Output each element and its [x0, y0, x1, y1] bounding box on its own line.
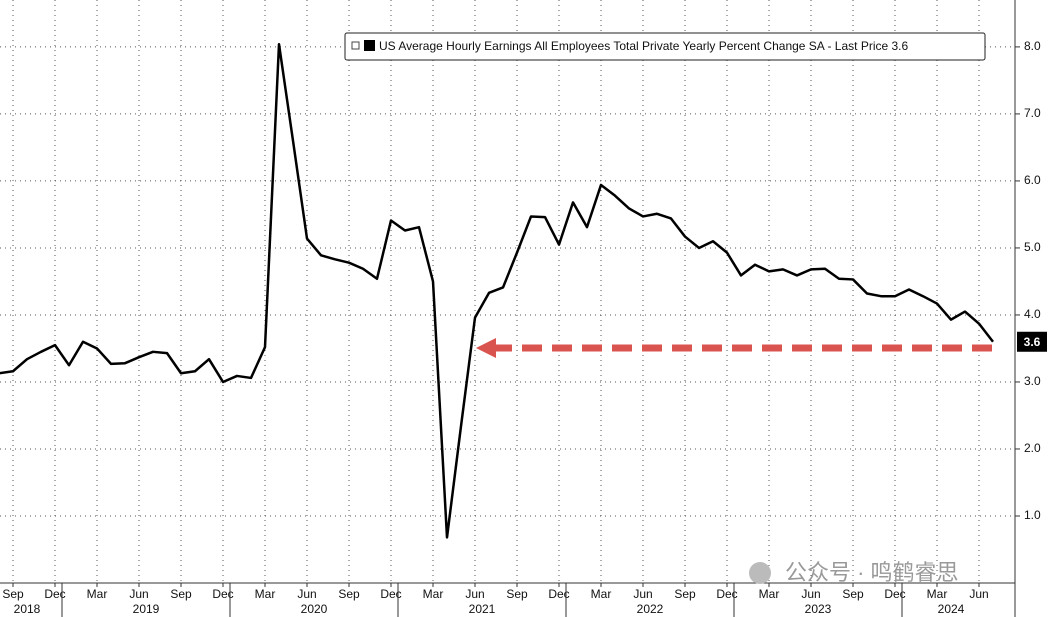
x-tick-label: Mar — [423, 587, 444, 601]
x-year-label: 2018 — [14, 602, 41, 616]
x-year-label: 2024 — [938, 602, 965, 616]
x-year-label: 2019 — [133, 602, 160, 616]
x-tick-label: Dec — [44, 587, 65, 601]
watermark: 公众号 · 鸣鹤睿思 — [749, 560, 959, 585]
y-tick-label: 5.0 — [1024, 240, 1041, 254]
y-tick-label: 7.0 — [1024, 106, 1041, 120]
x-tick-label: Jun — [633, 587, 652, 601]
x-tick-label: Dec — [716, 587, 737, 601]
x-tick-label: Sep — [506, 587, 528, 601]
x-tick-label: Mar — [759, 587, 780, 601]
x-tick-label: Mar — [255, 587, 276, 601]
y-tick-label: 2.0 — [1024, 441, 1041, 455]
x-tick-label: Sep — [170, 587, 192, 601]
x-tick-label: Mar — [591, 587, 612, 601]
x-tick-label: Mar — [927, 587, 948, 601]
annotation-arrow — [476, 338, 992, 358]
x-tick-label: Dec — [380, 587, 401, 601]
x-tick-label: Jun — [465, 587, 484, 601]
x-year-label: 2021 — [469, 602, 496, 616]
watermark-text: 公众号 · 鸣鹤睿思 — [785, 560, 959, 585]
x-tick-label: Sep — [2, 587, 24, 601]
x-tick-label: Dec — [212, 587, 233, 601]
x-tick-label: Sep — [674, 587, 696, 601]
x-tick-label: Jun — [297, 587, 316, 601]
x-tick-label: Dec — [548, 587, 569, 601]
x-year-label: 2022 — [637, 602, 664, 616]
y-tick-label: 6.0 — [1024, 173, 1041, 187]
x-tick-label: Sep — [842, 587, 864, 601]
x-tick-label: Jun — [969, 587, 988, 601]
y-tick-label: 4.0 — [1024, 307, 1041, 321]
y-tick-label: 3.0 — [1024, 374, 1041, 388]
x-tick-label: Jun — [801, 587, 820, 601]
last-price-label: 3.6 — [1024, 335, 1041, 349]
x-year-label: 2023 — [805, 602, 832, 616]
legend: US Average Hourly Earnings All Employees… — [344, 32, 986, 61]
x-tick-label: Dec — [884, 587, 905, 601]
x-year-label: 2020 — [301, 602, 328, 616]
x-tick-label: Jun — [129, 587, 148, 601]
y-tick-label: 8.0 — [1024, 39, 1041, 53]
last-price-box — [1017, 331, 1047, 352]
x-tick-label: Mar — [87, 587, 108, 601]
y-tick-label: 1.0 — [1024, 508, 1041, 522]
data-line — [0, 42, 994, 539]
legend-label: US Average Hourly Earnings All Employees… — [379, 39, 909, 53]
x-tick-label: Sep — [338, 587, 360, 601]
